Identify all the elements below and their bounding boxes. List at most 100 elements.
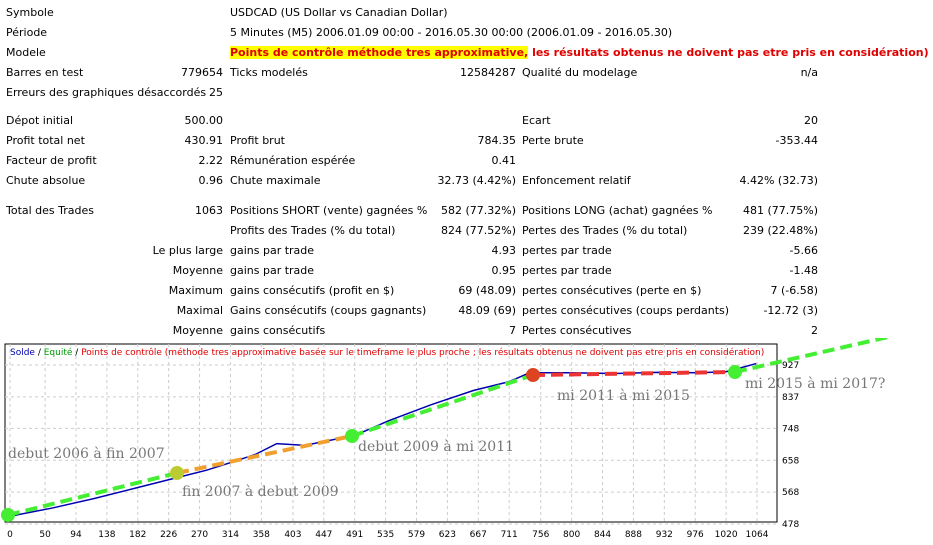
trend-line-5 — [734, 338, 893, 374]
x-tick-label: 270 — [191, 530, 208, 540]
chart-legend: Solde / Equité / Points de contrôle (mét… — [10, 348, 764, 358]
x-tick-label: 711 — [501, 530, 518, 540]
trend-line-1 — [7, 471, 178, 517]
model-label: Modele — [6, 46, 46, 59]
point-marker — [1, 508, 15, 522]
annotation-4: mi 2011 à mi 2015 — [557, 387, 690, 404]
stat-value: -5.66 — [789, 244, 818, 257]
stat-label: pertes consécutives (coups perdants) — [522, 304, 730, 317]
annotation-3: debut 2009 à mi 2011 — [358, 438, 514, 455]
stat-value: 2 — [811, 324, 818, 337]
stat-value: 12584287 — [460, 66, 516, 79]
x-tick-label: 0 — [7, 530, 13, 540]
period-value: 5 Minutes (M5) 2006.01.09 00:00 - 2016.0… — [230, 26, 673, 39]
stat-label: Qualité du modelage — [522, 66, 638, 79]
stat-value: 0.41 — [491, 154, 517, 167]
stat-label: Ticks modelés — [230, 66, 308, 79]
stat-value: 48.09 (69) — [458, 304, 516, 317]
stat-label: Ecart — [522, 114, 551, 127]
legend-sep: / — [34, 348, 44, 358]
legend-points: Points de contrôle (méthode tres approxi… — [81, 348, 765, 358]
x-tick-label: 535 — [377, 530, 394, 540]
y-tick-label: 478 — [782, 520, 799, 530]
stat-label: Enfoncement relatif — [522, 174, 631, 187]
stat-label: Gains consécutifs (coups gagnants) — [230, 304, 427, 317]
stat-value: 25 — [209, 86, 223, 99]
stat-label: Chute absolue — [6, 174, 86, 187]
y-tick-label: 837 — [782, 393, 799, 403]
trend-line-4 — [532, 370, 736, 377]
stat-label: pertes consécutives (perte en $) — [522, 284, 702, 297]
legend-sep: / — [72, 348, 82, 358]
stat-label: Pertes des Trades (% du total) — [522, 224, 688, 237]
stat-label: gains par trade — [230, 244, 315, 257]
stat-label: gains par trade — [230, 264, 315, 277]
point-marker — [345, 429, 359, 443]
stat-label: Pertes consécutives — [522, 324, 632, 337]
x-tick-label: 358 — [253, 530, 270, 540]
stat-label: Perte brute — [522, 134, 584, 147]
annotation-1: debut 2006 à fin 2007 — [8, 445, 165, 462]
stat-label: Profit total net — [6, 134, 85, 147]
stat-label: Chute maximale — [230, 174, 321, 187]
stat-value: 0.95 — [491, 264, 517, 277]
trend-line-2 — [176, 434, 353, 475]
stat-value: 20 — [804, 114, 818, 127]
stat-value: 2.22 — [198, 154, 224, 167]
stat-label: Positions LONG (achat) gagnées % — [522, 204, 713, 217]
x-tick-label: 844 — [594, 530, 611, 540]
stat-label: Dépot initial — [6, 114, 74, 127]
stat-value: 779654 — [181, 66, 223, 79]
stat-label: Maximum — [168, 284, 223, 297]
point-marker — [170, 466, 184, 480]
stat-label: Facteur de profit — [6, 154, 97, 167]
model-value: Points de contrôle méthode tres approxim… — [230, 46, 929, 60]
balance-chart: 0 50 94 138 182 226 270 314 358 403 447 491 535 579 62… — [1, 338, 893, 540]
stat-value: -1.48 — [789, 264, 818, 277]
stat-value: 7 — [509, 324, 516, 337]
x-tick-label: 579 — [408, 530, 425, 540]
stat-label: Rémunération espérée — [230, 154, 356, 167]
stat-label: Maximal — [176, 304, 223, 317]
trend-line-3 — [351, 373, 534, 438]
stat-value: 32.73 (4.42%) — [437, 174, 516, 187]
trend-annotations: debut 2006 à fin 2007 fin 2007 à debut 2… — [1, 338, 893, 522]
x-tick-label: 667 — [470, 530, 487, 540]
stat-value: 4.93 — [491, 244, 517, 257]
x-tick-label: 1020 — [715, 530, 738, 540]
model-warning: Points de contrôle méthode tres approxim… — [230, 46, 529, 59]
stat-label: Erreurs des graphiques désaccordés — [6, 86, 207, 99]
legend-equite: Equité — [43, 348, 73, 358]
stat-label: Profit brut — [230, 134, 285, 147]
stat-label: Moyenne — [172, 264, 223, 277]
symbol-label: Symbole — [6, 6, 54, 19]
annotation-2: fin 2007 à debut 2009 — [182, 483, 339, 500]
point-marker — [526, 368, 540, 382]
stat-label: gains consécutifs — [230, 324, 326, 337]
stat-label: gains consécutifs (profit en $) — [230, 284, 395, 297]
stat-label: Positions SHORT (vente) gagnées % — [230, 204, 428, 217]
symbol-value: USDCAD (US Dollar vs Canadian Dollar) — [230, 6, 448, 19]
x-tick-label: 94 — [70, 530, 82, 540]
stat-label: pertes par trade — [522, 244, 612, 257]
plot-frame — [4, 343, 778, 523]
x-tick-label: 756 — [532, 530, 549, 540]
x-tick-label: 800 — [563, 530, 580, 540]
x-tick-label: 932 — [656, 530, 673, 540]
stat-value: -353.44 — [775, 134, 818, 147]
x-tick-label: 314 — [222, 530, 239, 540]
annotation-5: mi 2015 à mi 2017? — [745, 375, 885, 392]
x-tick-label: 403 — [284, 530, 301, 540]
x-tick-label: 623 — [439, 530, 456, 540]
x-tick-label: 226 — [160, 530, 177, 540]
stat-value: 239 (22.48%) — [742, 224, 818, 237]
y-tick-label: 658 — [782, 456, 799, 466]
stat-value: -12.72 (3) — [763, 304, 818, 317]
x-tick-label: 888 — [625, 530, 642, 540]
stat-label: Profits des Trades (% du total) — [230, 224, 396, 237]
stat-label: Total des Trades — [6, 204, 95, 217]
stat-value: 824 (77.52%) — [440, 224, 516, 237]
x-tick-label: 50 — [39, 530, 51, 540]
x-tick-label: 138 — [98, 530, 115, 540]
period-label: Période — [6, 26, 48, 39]
